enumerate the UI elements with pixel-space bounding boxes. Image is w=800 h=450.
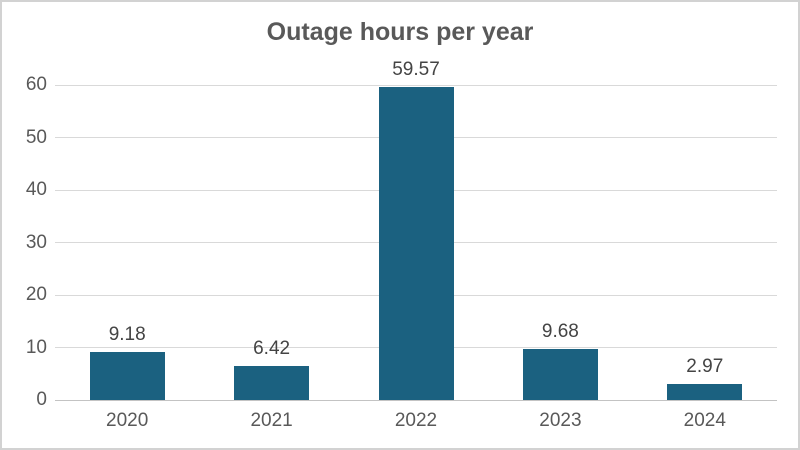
x-axis-line [55, 399, 777, 401]
gridline [55, 84, 777, 86]
x-axis-tick-label: 2022 [394, 410, 438, 431]
bar-value-label: 2.97 [686, 356, 724, 378]
x-axis-tick-label: 2021 [250, 410, 293, 431]
plot-area: 0 10 20 30 40 50 60 9.18 2020 6.42 2021 59.57 2022 9.… [26, 60, 777, 431]
bar-2022 [378, 87, 454, 400]
y-axis-tick-label: 50 [25, 126, 47, 148]
bar-2021 [234, 366, 310, 400]
bar-2024 [667, 384, 743, 400]
bar-value-label: 6.42 [253, 338, 291, 360]
y-axis-tick-label: 10 [25, 336, 47, 358]
y-axis-tick-label: 40 [25, 179, 47, 200]
y-axis-tick-label: 20 [25, 284, 47, 305]
bar-value-label: 9.68 [541, 321, 579, 343]
x-axis-tick-label: 2023 [539, 410, 582, 431]
y-axis-tick-label: 0 [36, 389, 47, 410]
y-axis-tick-label: 30 [25, 231, 47, 253]
bar-value-label: 9.18 [108, 323, 146, 345]
bar-2023 [522, 349, 598, 400]
x-axis-tick-label: 2020 [106, 410, 149, 431]
chart-title: Outage hours per year [266, 18, 534, 46]
bar-value-label: 59.57 [392, 59, 440, 81]
y-axis-tick-label: 60 [25, 74, 47, 95]
x-axis-tick-label: 2024 [683, 410, 726, 431]
bar-2020 [89, 351, 165, 400]
